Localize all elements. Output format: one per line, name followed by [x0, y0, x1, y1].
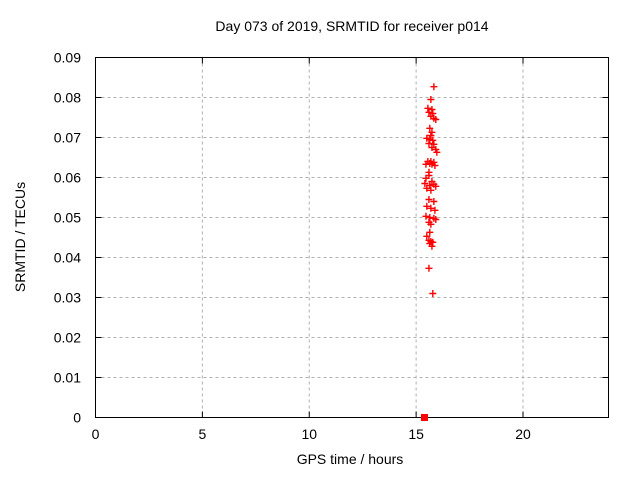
data-point-plus [422, 174, 430, 182]
data-point-plus [427, 132, 435, 139]
plot-border [95, 57, 609, 418]
data-point-plus [428, 144, 436, 151]
x-tick-label: 10 [301, 426, 317, 442]
data-point-plus [427, 96, 435, 103]
data-point-plus [423, 202, 431, 210]
data-point-plus [423, 232, 431, 240]
data-point-plus [429, 290, 437, 297]
data-point-plus [423, 184, 431, 192]
data-point-plus [425, 140, 433, 147]
y-tick-label: 0.05 [54, 210, 81, 226]
y-tick-label: 0.09 [54, 50, 81, 66]
x-tick-label: 5 [198, 426, 206, 442]
y-tick-label: 0.08 [54, 90, 81, 106]
x-tick-label: 20 [515, 426, 531, 442]
data-point-plus [425, 264, 433, 272]
data-point-plus [426, 124, 434, 132]
data-point-plus [433, 148, 441, 156]
data-point-plus [430, 83, 438, 91]
data-point-plus [427, 204, 435, 212]
data-point-plus [426, 214, 434, 221]
data-point-square [420, 414, 428, 421]
y-tick-label: 0.04 [54, 250, 81, 266]
x-tick-label: 0 [92, 426, 100, 442]
y-tick-label: 0.07 [54, 130, 81, 146]
data-point-plus [427, 220, 435, 228]
data-point-plus [421, 180, 429, 187]
data-point-plus [426, 228, 434, 236]
y-tick-label: 0 [73, 410, 81, 426]
data-point-plus [427, 186, 435, 194]
x-tick-label: 15 [408, 426, 424, 442]
data-point-plus [432, 216, 440, 223]
y-tick-label: 0.01 [54, 370, 81, 386]
data-point-plus [429, 136, 437, 144]
y-tick-label: 0.02 [54, 330, 81, 346]
x-axis-label: GPS time / hours [296, 451, 404, 467]
data-point-plus [425, 196, 433, 203]
y-axis-label: SRMTID / TECUs [12, 181, 28, 293]
y-tick-label: 0.03 [54, 290, 81, 306]
data-point-plus [422, 212, 430, 220]
data-point-plus [432, 116, 440, 123]
y-tick-label: 0.06 [54, 170, 81, 186]
data-point-plus [425, 108, 433, 116]
data-point-plus [430, 198, 438, 205]
data-point-plus [428, 128, 436, 136]
data-point-plus [431, 162, 439, 169]
data-point-plus [424, 104, 432, 112]
data-point-plus [431, 206, 439, 214]
chart-title: Day 073 of 2019, SRMTID for receiver p01… [215, 18, 489, 34]
data-point-plus [428, 242, 436, 250]
data-point-plus [432, 182, 440, 190]
data-point-plus [422, 160, 430, 168]
